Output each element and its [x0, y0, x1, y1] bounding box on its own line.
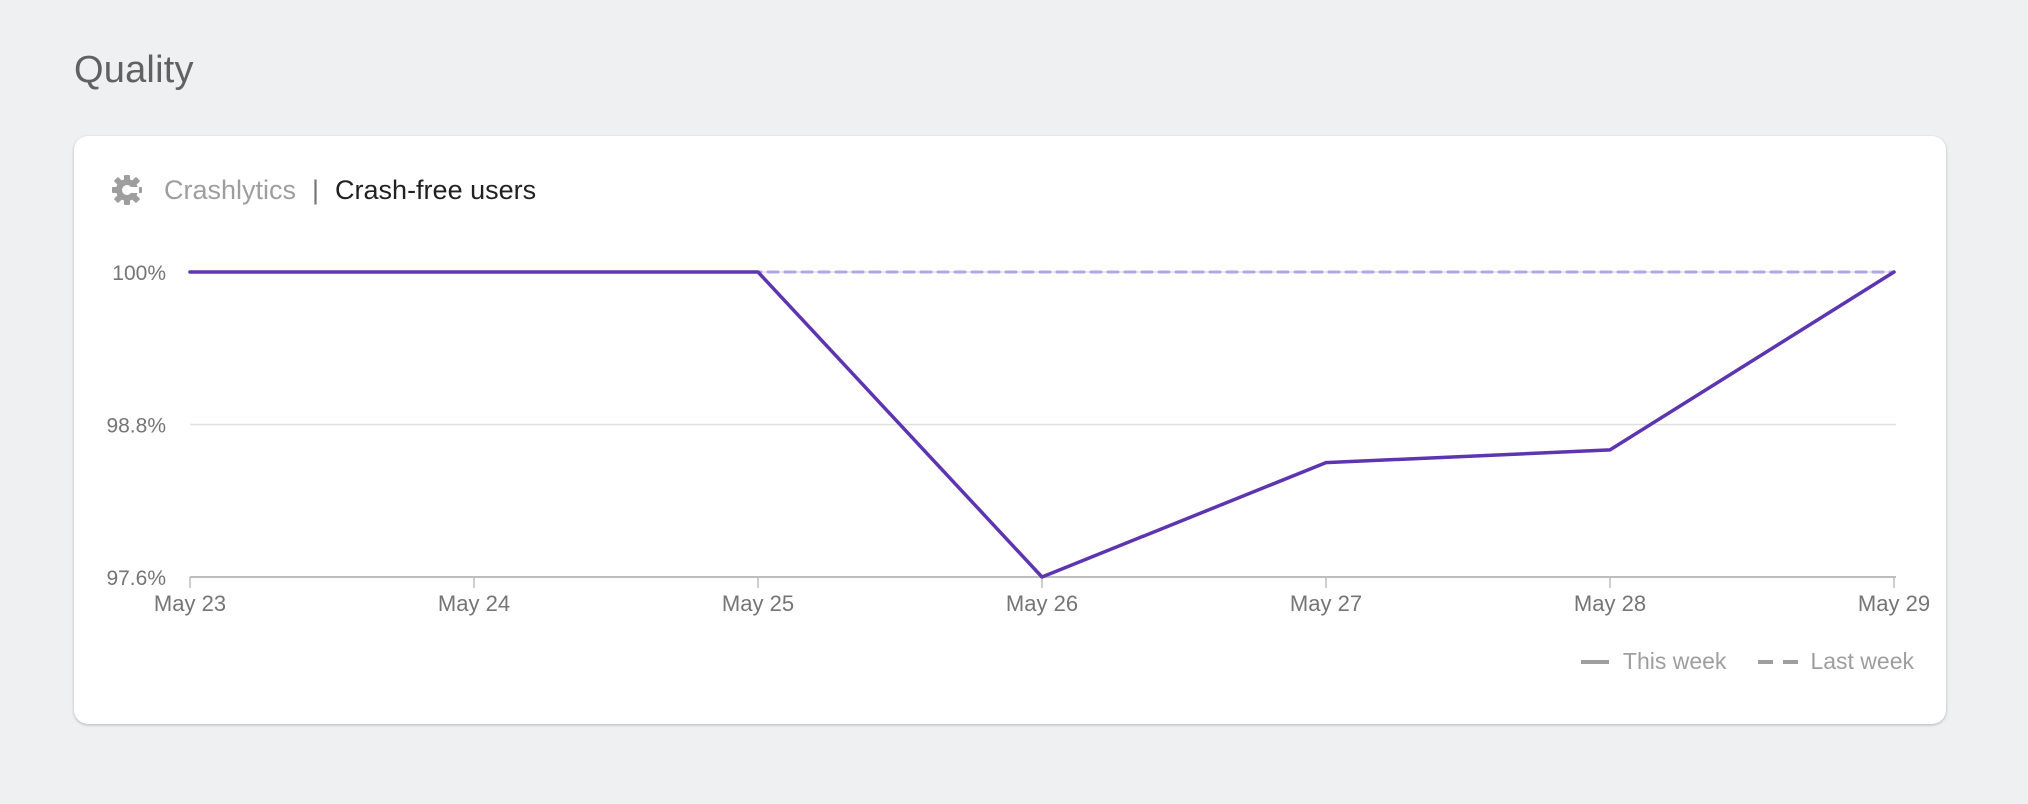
card-header: Crashlytics | Crash-free users: [110, 168, 536, 212]
section-title: Quality: [74, 49, 194, 91]
crashlytics-icon: [112, 175, 142, 205]
y-tick-label: 100%: [112, 262, 166, 285]
y-tick-label: 97.6%: [106, 567, 166, 590]
y-tick-label: 98.8%: [106, 415, 166, 438]
x-tick-label: May 27: [1290, 591, 1362, 616]
crash-free-users-chart: 100%98.8%97.6% May 23 May 24 May 25 May 26 M…: [106, 262, 1930, 616]
dashed-line-swatch: [1758, 659, 1799, 664]
legend-label-this-week: This week: [1622, 648, 1727, 674]
x-tick-label: May 29: [1858, 591, 1930, 616]
legend-item-this-week[interactable]: This week: [1580, 648, 1727, 675]
crash-free-users-card[interactable]: 100% 98.8% 97.6% May 23 May 24 May 25 May 26 M…: [74, 136, 1946, 724]
chart-series: [188, 270, 1896, 579]
x-tick-label: May 26: [1006, 591, 1078, 616]
solid-line-swatch: [1580, 659, 1609, 664]
legend-item-last-week[interactable]: Last week: [1758, 648, 1914, 675]
x-tick-label: May 28: [1574, 591, 1646, 616]
x-tick-label: May 24: [438, 591, 510, 616]
chart-gridlines: [190, 271, 1896, 578]
product-name: Crashlytics: [164, 174, 297, 205]
legend-label-last-week: Last week: [1810, 648, 1914, 674]
metric-name: Crash-free users: [335, 174, 537, 205]
chart-x-axis: May 23 May 24 May 25 May 26 May 27 May 28 May …: [154, 577, 1930, 616]
x-tick-label: May 23: [154, 591, 226, 616]
chart-y-axis: 100% 98.8% 97.6%: [106, 262, 166, 590]
chart-legend: This week Last week: [1549, 648, 1914, 675]
x-tick-label: May 25: [722, 591, 794, 616]
header-separator: |: [312, 174, 320, 205]
